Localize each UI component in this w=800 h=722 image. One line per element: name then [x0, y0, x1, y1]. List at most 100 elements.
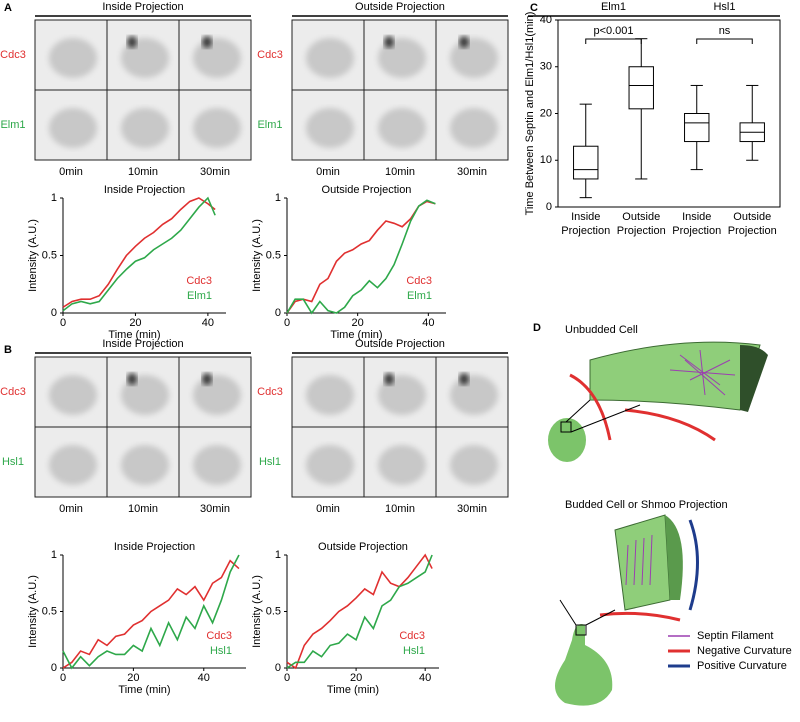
y-tick-label: 0 — [546, 201, 552, 213]
y-tick-label: 0 — [275, 307, 281, 319]
septin-filaments — [625, 534, 653, 586]
time-label: 10min — [385, 503, 415, 515]
membrane-edge — [665, 515, 683, 600]
cell-signal — [49, 108, 97, 148]
y-tick-label: 1 — [275, 192, 281, 204]
time-label: 0min — [316, 166, 340, 178]
zoom-line — [559, 599, 577, 626]
x-axis-label: Time (min) — [327, 684, 379, 696]
y-tick-label: 0 — [275, 662, 281, 674]
cell-signal — [378, 38, 426, 78]
series-line — [286, 553, 433, 670]
y-tick-label: 0 — [51, 307, 57, 319]
series-line — [62, 197, 216, 308]
legend-label: Negative Curvature — [697, 645, 792, 657]
box — [573, 145, 599, 180]
time-label: 30min — [200, 166, 230, 178]
time-label: 0min — [316, 503, 340, 515]
membrane-edge — [740, 345, 768, 412]
panel-title: Inside Projection — [102, 1, 183, 13]
y-tick-label: 0.5 — [42, 249, 57, 261]
cell-signal — [193, 108, 241, 148]
time-label: 0min — [59, 166, 83, 178]
x-tick-label: 20 — [129, 317, 141, 329]
legend-label: Hsl1 — [403, 645, 425, 657]
diagram-title: Unbudded Cell — [565, 324, 638, 336]
cell — [548, 418, 586, 462]
group-label: Elm1 — [601, 1, 626, 13]
zoom-line — [570, 404, 641, 433]
time-label: 30min — [457, 166, 487, 178]
cell-signal — [306, 38, 354, 78]
legend-label: Elm1 — [187, 290, 212, 302]
x-tick-label: 40 — [419, 672, 431, 684]
zoom-line — [565, 399, 591, 423]
cell-signal — [121, 375, 169, 415]
legend-label: Cdc3 — [399, 630, 425, 642]
time-label: 10min — [385, 166, 415, 178]
y-tick-label: 0.5 — [42, 605, 57, 617]
x-tick-label: 0 — [284, 672, 290, 684]
x-tick-label: 40 — [198, 672, 210, 684]
diagram: Unbudded Cell Budded Cell or Shmoo Proje… — [548, 324, 792, 706]
y-tick-label: 0.5 — [266, 605, 281, 617]
x-tick-label: 0 — [60, 672, 66, 684]
panel-label: C — [530, 2, 538, 14]
cell-signal — [378, 108, 426, 148]
channel-label: Elm1 — [0, 119, 25, 131]
y-tick-label: 0.5 — [266, 249, 281, 261]
series-line — [286, 199, 436, 315]
time-label: 30min — [200, 503, 230, 515]
septin-spot — [127, 373, 137, 385]
y-axis-label: Intensity (A.U.) — [27, 575, 39, 648]
y-tick-label: 1 — [275, 549, 281, 561]
x-tick-label: Outside Projection — [616, 211, 666, 237]
x-tick-label: Outside Projection — [727, 211, 777, 237]
cell-signal — [378, 445, 426, 485]
y-tick-label: 0 — [51, 662, 57, 674]
group-label: Hsl1 — [713, 1, 735, 13]
panel-title: Outside Projection — [355, 1, 445, 13]
series-line — [286, 200, 436, 314]
channel-label: Hsl1 — [259, 456, 281, 468]
cell-signal — [193, 445, 241, 485]
x-tick-label: 0 — [284, 317, 290, 329]
channel-label: Hsl1 — [2, 456, 24, 468]
negative-curvature — [599, 611, 681, 622]
cell — [555, 624, 613, 706]
positive-curvature — [688, 519, 699, 611]
y-tick-label: 1 — [51, 549, 57, 561]
legend-label: Septin Filament — [697, 630, 773, 642]
cell-signal — [306, 445, 354, 485]
panel-label: D — [533, 322, 541, 334]
channel-label: Cdc3 — [0, 49, 26, 61]
septin-spot — [202, 373, 212, 385]
series-line — [286, 554, 433, 669]
y-tick-label: 30 — [540, 61, 552, 73]
x-tick-label: 0 — [60, 317, 66, 329]
x-axis-label: Time (min) — [118, 684, 170, 696]
x-tick-label: 40 — [202, 317, 214, 329]
time-label: 10min — [128, 503, 158, 515]
diagram-title: Budded Cell or Shmoo Projection — [565, 499, 728, 511]
cell-signal — [49, 375, 97, 415]
legend-label: Hsl1 — [210, 645, 232, 657]
cell-signal — [193, 375, 241, 415]
y-axis-label: Time Between Septin and Elm1/Hsl1(min) — [524, 12, 536, 216]
time-label: 10min — [128, 166, 158, 178]
cell-signal — [49, 38, 97, 78]
y-tick-label: 10 — [540, 154, 552, 166]
cell-signal — [121, 108, 169, 148]
y-tick-label: 20 — [540, 107, 552, 119]
legend-label: Positive Curvature — [697, 660, 787, 672]
cell-signal — [450, 445, 498, 485]
septin-spot — [459, 373, 469, 385]
x-tick-label: 40 — [422, 317, 434, 329]
significance-bracket — [696, 38, 753, 44]
cell-signal — [450, 375, 498, 415]
time-label: 0min — [59, 503, 83, 515]
cell-signal — [450, 108, 498, 148]
x-tick-label: Inside Projection — [672, 211, 722, 237]
chart-title: Inside Projection — [114, 541, 195, 553]
